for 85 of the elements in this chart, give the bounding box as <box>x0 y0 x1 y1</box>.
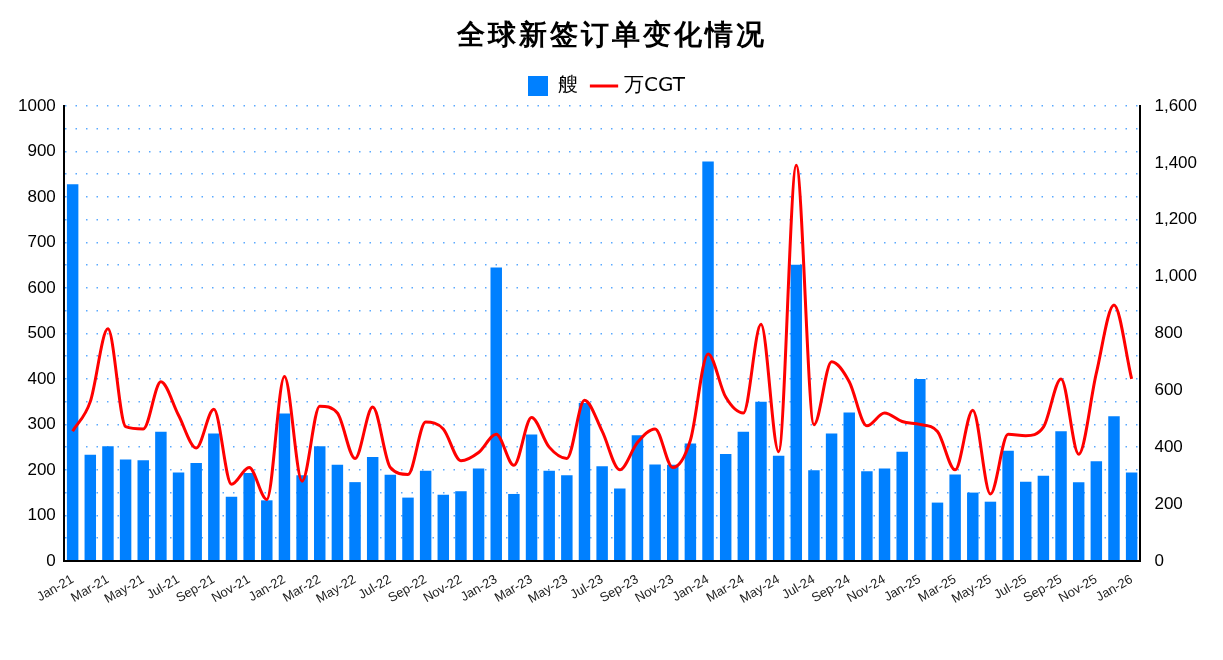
bar <box>790 264 803 561</box>
bar <box>561 475 573 561</box>
bar <box>349 482 361 561</box>
bar <box>331 464 344 561</box>
bar <box>737 431 750 561</box>
bar <box>278 413 291 561</box>
bar <box>684 443 697 561</box>
bar <box>366 457 379 561</box>
y-tick-label: 500 <box>27 323 56 343</box>
bar <box>190 463 202 561</box>
y-tick-label: 300 <box>27 414 56 434</box>
legend-label: 万CGT <box>624 72 686 97</box>
y2-tick-label: 1,600 <box>1154 95 1198 115</box>
y-tick-label: 100 <box>27 505 56 525</box>
bar <box>1037 475 1050 561</box>
bar <box>155 431 167 561</box>
bar <box>931 502 944 561</box>
legend-label: 艘 <box>558 72 579 97</box>
y-tick-label: 900 <box>27 141 56 161</box>
bar <box>172 472 185 561</box>
bar <box>437 494 450 561</box>
bar <box>225 496 238 561</box>
y-tick-label: 800 <box>27 186 56 206</box>
bar <box>667 464 679 561</box>
y2-tick-label: 200 <box>1154 493 1183 513</box>
y-tick-label: 400 <box>27 368 56 388</box>
y2-tick-label: 1,200 <box>1154 209 1198 229</box>
bar <box>384 474 397 561</box>
bar <box>984 501 997 561</box>
y2-tick-label: 1,400 <box>1154 152 1198 172</box>
bar <box>808 470 820 561</box>
bar <box>1002 450 1014 561</box>
bar <box>614 488 626 561</box>
bar <box>66 184 79 561</box>
bar <box>84 454 97 561</box>
y-tick-label: 0 <box>46 550 56 570</box>
bar <box>914 378 926 561</box>
bar <box>243 473 255 561</box>
bar <box>1072 482 1085 561</box>
bar <box>772 455 785 561</box>
bar <box>419 470 432 561</box>
bar <box>596 466 608 561</box>
y2-tick-label: 800 <box>1154 323 1183 343</box>
bar <box>543 470 555 561</box>
bar <box>825 433 838 561</box>
bar <box>702 161 714 561</box>
bar <box>525 434 538 561</box>
y-tick-label: 200 <box>27 459 56 479</box>
bar <box>631 435 644 561</box>
y2-tick-label: 0 <box>1154 550 1164 570</box>
bar <box>578 403 591 561</box>
bar <box>314 446 326 561</box>
bar <box>508 493 520 561</box>
bar <box>208 433 220 561</box>
bar <box>137 460 149 561</box>
bar <box>896 451 908 561</box>
bar <box>719 453 732 561</box>
bar <box>649 464 661 561</box>
bar <box>490 267 502 561</box>
chart-title: 全球新签订单变化情况 <box>455 17 768 53</box>
y-tick-label: 1000 <box>17 95 56 115</box>
bar <box>1108 416 1120 561</box>
bar <box>455 491 467 561</box>
bar <box>843 412 855 561</box>
bar <box>102 446 114 561</box>
bar <box>472 468 485 561</box>
bar <box>402 497 414 561</box>
y2-tick-label: 1,000 <box>1154 266 1198 286</box>
bar <box>861 471 873 561</box>
bar <box>755 401 767 561</box>
bar <box>261 500 273 561</box>
y-tick-label: 600 <box>27 277 56 297</box>
bar <box>949 474 961 561</box>
bar <box>967 492 979 561</box>
y2-tick-label: 400 <box>1154 436 1183 456</box>
bar <box>296 475 308 561</box>
bar <box>1090 461 1103 561</box>
line-series <box>71 163 1134 501</box>
bar <box>1055 431 1067 561</box>
bar <box>1125 472 1138 561</box>
bar <box>878 468 891 561</box>
y-tick-label: 700 <box>27 232 56 252</box>
bar <box>1020 481 1032 561</box>
y2-tick-label: 600 <box>1154 379 1183 399</box>
bar <box>119 459 132 561</box>
